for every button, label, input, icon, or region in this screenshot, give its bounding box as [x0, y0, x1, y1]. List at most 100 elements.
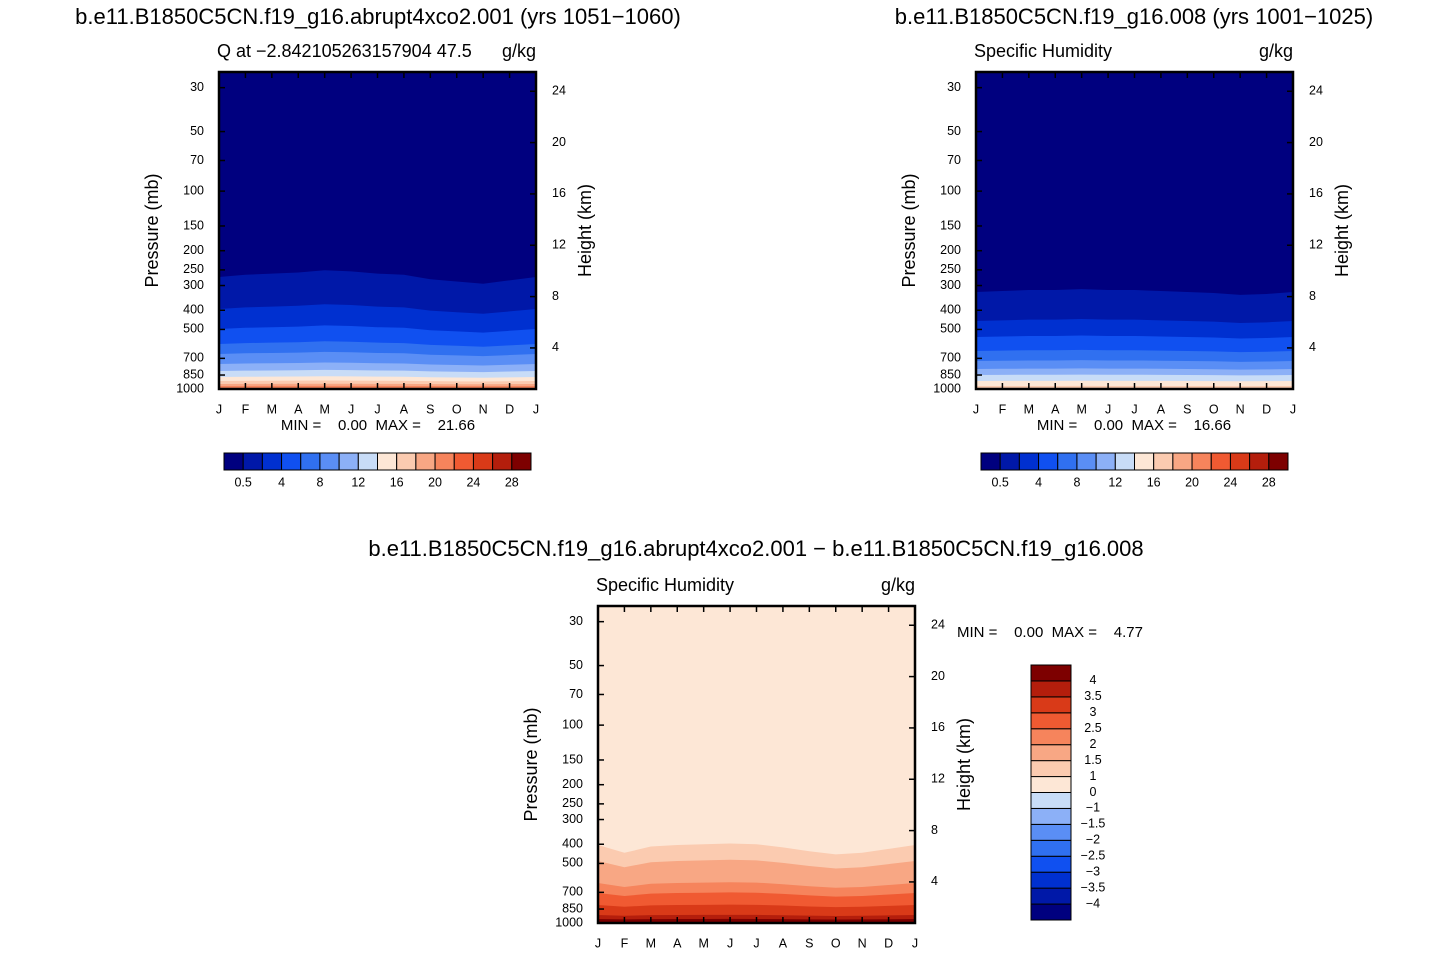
y2-tick-label: 4 — [931, 874, 938, 888]
x-tick-label: S — [1183, 402, 1191, 416]
y2-tick-label: 8 — [552, 289, 559, 303]
colorbar-box — [242, 452, 263, 471]
y2-tick-label: 4 — [1309, 340, 1316, 354]
colorbar-label: 4 — [1035, 475, 1042, 489]
subtitle-right: g/kg — [881, 575, 915, 595]
x-tick-label: F — [999, 402, 1007, 416]
x-tick-label: M — [319, 402, 329, 416]
colorbar-box — [377, 452, 398, 471]
y-tick-label: 400 — [940, 303, 961, 317]
colorbar-box — [1030, 839, 1072, 857]
y-tick-label: 250 — [183, 262, 204, 276]
stats: MIN = 0.00 MAX = 4.77 — [957, 624, 1143, 641]
colorbar-label: 2 — [1090, 737, 1097, 751]
colorbar-box — [1030, 712, 1072, 730]
y-tick-label: 50 — [947, 124, 961, 138]
y-tick-label: 100 — [183, 183, 204, 197]
colorbar-label: 16 — [390, 475, 404, 489]
colorbar-box — [261, 452, 283, 471]
colorbar-box — [415, 452, 436, 471]
colorbar-box — [511, 452, 532, 471]
colorbar-box — [453, 452, 474, 471]
x-tick-label: J — [973, 402, 979, 416]
y2-tick-label: 8 — [931, 823, 938, 837]
x-tick-label: M — [698, 936, 708, 950]
y-tick-label: 100 — [940, 183, 961, 197]
y2-tick-label: 20 — [1309, 135, 1323, 149]
x-tick-label: N — [1236, 402, 1245, 416]
x-tick-label: J — [727, 936, 733, 950]
y2-axis-label: Height (km) — [575, 184, 595, 277]
colorbar-box — [1030, 903, 1072, 921]
x-tick-label: M — [267, 402, 277, 416]
y2-tick-label: 8 — [1309, 289, 1316, 303]
y-axis-label: Pressure (mb) — [142, 173, 162, 287]
y2-tick-label: 24 — [552, 84, 566, 98]
y2-tick-label: 20 — [552, 135, 566, 149]
colorbar-label: 8 — [316, 475, 323, 489]
y2-tick-label: 16 — [931, 720, 945, 734]
colorbar-box — [472, 452, 494, 471]
x-tick-label: M — [1076, 402, 1086, 416]
colorbar-box — [1210, 452, 1231, 471]
colorbar-label: −4 — [1086, 896, 1100, 910]
colorbar-box — [1134, 452, 1155, 471]
colorbar-label: 0.5 — [991, 475, 1008, 489]
colorbar-box — [1191, 452, 1212, 471]
x-tick-label: D — [884, 936, 893, 950]
y-tick-label: 850 — [940, 367, 961, 381]
x-tick-label: O — [452, 402, 462, 416]
y-tick-label: 850 — [183, 367, 204, 381]
y-tick-label: 50 — [190, 124, 204, 138]
colorbar-box — [1030, 696, 1072, 714]
y-tick-label: 400 — [562, 837, 583, 851]
y-tick-label: 1000 — [933, 381, 961, 395]
colorbar-label: −2 — [1086, 833, 1100, 847]
colorbar-label: 24 — [1223, 475, 1237, 489]
colorbar-label: 0 — [1090, 785, 1097, 799]
y-tick-label: 30 — [190, 80, 204, 94]
colorbar-label: 4 — [1090, 673, 1097, 687]
x-tick-label: A — [779, 936, 788, 950]
colorbar-box — [338, 452, 359, 471]
y-tick-label: 30 — [569, 614, 583, 628]
colorbar-label: −2.5 — [1081, 849, 1106, 863]
y-axis-label: Pressure (mb) — [521, 707, 541, 821]
chart-title: b.e11.B1850C5CN.f19_g16.abrupt4xco2.001 … — [75, 4, 681, 29]
stats: MIN = 0.00 MAX = 21.66 — [281, 417, 475, 434]
colorbar-box — [1030, 855, 1072, 873]
colorbar-box — [1076, 452, 1097, 471]
y-tick-label: 200 — [940, 243, 961, 257]
subtitle-left: Specific Humidity — [974, 41, 1112, 61]
x-tick-label: J — [533, 402, 539, 416]
x-tick-label: M — [646, 936, 656, 950]
y2-tick-label: 16 — [1309, 186, 1323, 200]
y-tick-label: 300 — [940, 278, 961, 292]
x-tick-label: O — [831, 936, 841, 950]
colorbar-box — [1030, 887, 1072, 905]
x-tick-label: F — [242, 402, 250, 416]
colorbar-box — [980, 452, 1001, 471]
colorbar-box — [223, 452, 244, 471]
x-tick-label: N — [479, 402, 488, 416]
chart-title: b.e11.B1850C5CN.f19_g16.008 (yrs 1001−10… — [895, 4, 1373, 29]
colorbar-label: 0.5 — [234, 475, 251, 489]
x-tick-label: J — [1131, 402, 1137, 416]
y-tick-label: 70 — [569, 687, 583, 701]
y2-tick-label: 12 — [552, 238, 566, 252]
y2-tick-label: 20 — [931, 669, 945, 683]
colorbar-box — [1030, 744, 1072, 762]
x-tick-label: J — [216, 402, 222, 416]
x-tick-label: A — [1157, 402, 1166, 416]
y-tick-label: 700 — [940, 351, 961, 365]
subtitle-right: g/kg — [502, 41, 536, 61]
y2-axis-label: Height (km) — [954, 718, 974, 811]
y-tick-label: 100 — [562, 717, 583, 731]
colorbar-box — [357, 452, 378, 471]
colorbar-label: 1 — [1090, 769, 1097, 783]
colorbar-box — [1114, 452, 1135, 471]
colorbar-label: 20 — [428, 475, 442, 489]
colorbar-box — [396, 452, 417, 471]
y-axis-label: Pressure (mb) — [899, 173, 919, 287]
